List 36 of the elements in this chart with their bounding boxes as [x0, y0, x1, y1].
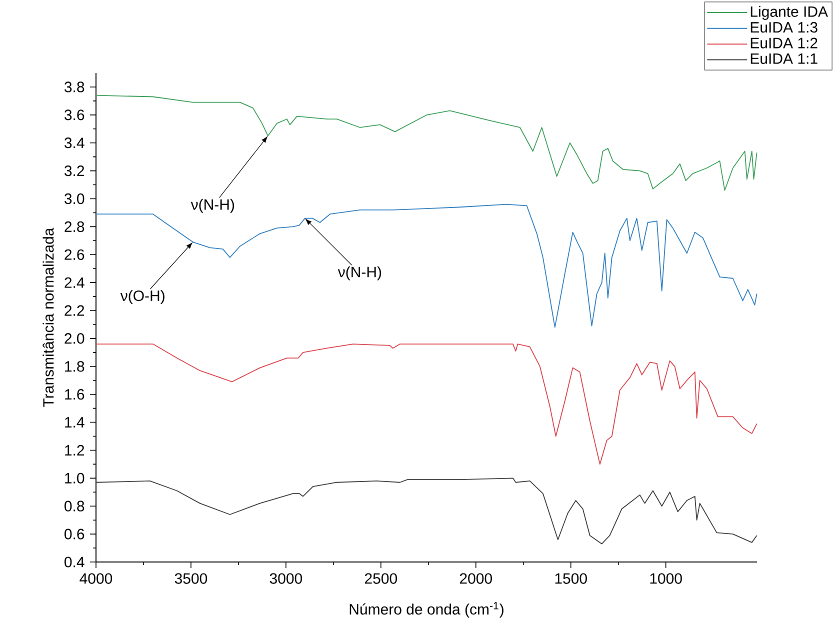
y-tick-label: 1.6 — [65, 389, 84, 400]
annotation: ν(N-H) — [190, 198, 234, 213]
y-tick-label: 0.6 — [64, 528, 84, 540]
y-tick-label: 3.2 — [64, 165, 84, 176]
y-tick-label: 2.2 — [64, 305, 84, 316]
line-series — [96, 478, 758, 544]
y-tick-label: 1.4 — [65, 417, 84, 428]
annotation: ν(O-H) — [120, 290, 164, 304]
x-tick-label: 1000 — [650, 573, 682, 584]
y-tick-label: 1.2 — [65, 444, 84, 456]
y-tick-label: 2.8 — [64, 221, 84, 232]
y-tick-label: 0.4 — [64, 556, 84, 568]
x-tick-label: 3000 — [270, 573, 302, 584]
annotation: ν(N-H) — [338, 266, 382, 280]
x-tick-label: 2000 — [460, 573, 492, 584]
y-tick-label: 3.8 — [64, 82, 84, 92]
legend-label: EuIDA 1:2 — [750, 38, 818, 48]
y-tick-label: 2.0 — [64, 333, 84, 344]
y-tick-label: 0.8 — [64, 500, 84, 512]
y-axis-title: Transmitância normalizada — [42, 228, 54, 407]
x-tick-label: 4000 — [80, 573, 112, 584]
y-tick-label: 3.4 — [64, 138, 84, 148]
legend-label: EuIDA 1:1 — [750, 53, 818, 64]
y-tick-label: 1.8 — [65, 361, 84, 372]
legend-label: Ligante IDA — [750, 6, 828, 20]
y-tick-label: 2.4 — [64, 277, 84, 288]
y-tick-label: 2.6 — [64, 249, 84, 260]
legend-label: EuIDA 1:3 — [750, 22, 818, 33]
y-tick-label: 3.6 — [64, 110, 84, 120]
x-tick-label: 3500 — [174, 573, 208, 584]
y-tick-label: 1.0 — [65, 472, 84, 484]
y-tick-label: 3.0 — [64, 193, 84, 204]
x-tick-label: 1500 — [555, 573, 587, 584]
line-series — [96, 94, 758, 191]
x-axis-title: Número de onda (cm$^{-1}$) — [350, 602, 504, 618]
x-tick-label: 2500 — [364, 573, 397, 584]
